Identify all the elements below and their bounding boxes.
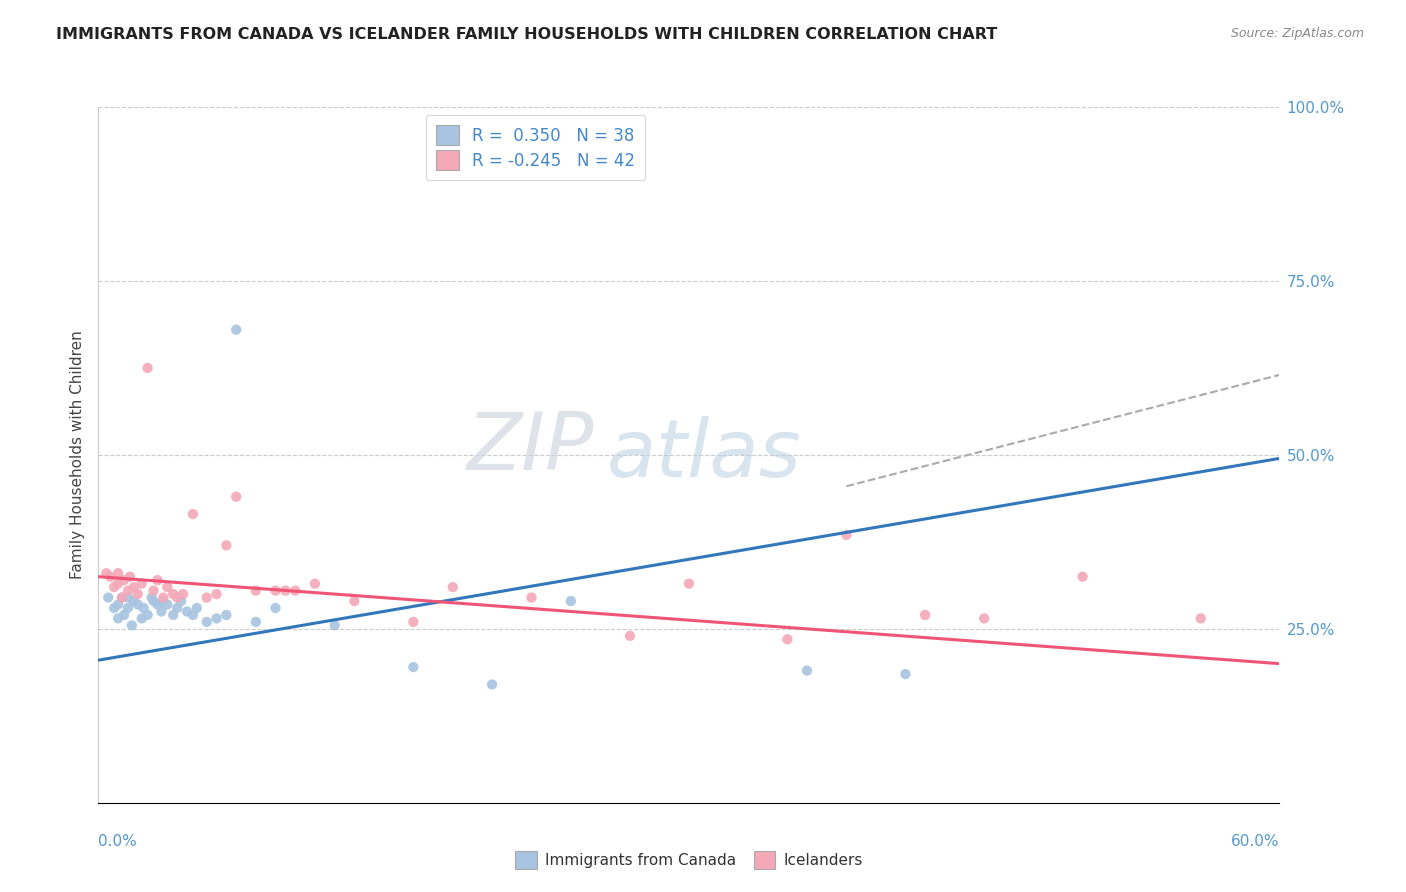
Point <box>205 587 228 601</box>
Point <box>678 576 700 591</box>
Point <box>195 615 218 629</box>
Point <box>112 573 135 587</box>
Legend: Immigrants from Canada, Icelanders: Immigrants from Canada, Icelanders <box>509 846 869 875</box>
Point <box>170 594 193 608</box>
Point <box>973 611 995 625</box>
Point <box>162 607 184 622</box>
Point <box>136 607 159 622</box>
Point <box>245 583 267 598</box>
Point <box>131 611 153 625</box>
Point <box>152 594 174 608</box>
Point <box>111 591 134 605</box>
Point <box>894 667 917 681</box>
Point <box>264 583 287 598</box>
Point <box>103 580 125 594</box>
Point <box>122 594 145 608</box>
Point <box>146 598 169 612</box>
Point <box>776 632 799 647</box>
Point <box>98 570 121 584</box>
Point <box>304 576 326 591</box>
Text: Source: ZipAtlas.com: Source: ZipAtlas.com <box>1230 27 1364 40</box>
Point <box>619 629 641 643</box>
Point <box>117 583 139 598</box>
Point <box>136 360 159 375</box>
Point <box>181 507 204 521</box>
Point <box>172 587 194 601</box>
Point <box>796 664 818 678</box>
Point <box>402 615 425 629</box>
Point <box>1189 611 1212 625</box>
Point <box>97 591 120 605</box>
Text: IMMIGRANTS FROM CANADA VS ICELANDER FAMILY HOUSEHOLDS WITH CHILDREN CORRELATION : IMMIGRANTS FROM CANADA VS ICELANDER FAMI… <box>56 27 997 42</box>
Point <box>560 594 582 608</box>
Point <box>181 607 204 622</box>
Point <box>166 601 188 615</box>
Point <box>215 538 238 552</box>
Point <box>225 490 247 504</box>
Point <box>152 591 174 605</box>
Text: 60.0%: 60.0% <box>1232 834 1279 849</box>
Point <box>111 591 134 605</box>
Point <box>245 615 267 629</box>
Point <box>195 591 218 605</box>
Point <box>141 591 163 605</box>
Point <box>225 323 247 337</box>
Y-axis label: Family Households with Children: Family Households with Children <box>69 331 84 579</box>
Point <box>117 591 139 605</box>
Point <box>343 594 366 608</box>
Point <box>121 618 143 632</box>
Point <box>215 607 238 622</box>
Point <box>107 576 129 591</box>
Point <box>96 566 118 581</box>
Point <box>176 605 198 619</box>
Point <box>166 591 188 605</box>
Point <box>481 677 503 691</box>
Point <box>186 601 208 615</box>
Point <box>103 601 125 615</box>
Point <box>835 528 858 542</box>
Point <box>142 594 165 608</box>
Point <box>127 587 149 601</box>
Point <box>520 591 543 605</box>
Point <box>132 601 155 615</box>
Point <box>131 576 153 591</box>
Point <box>142 583 165 598</box>
Point <box>162 587 184 601</box>
Point <box>146 573 169 587</box>
Point <box>118 570 141 584</box>
Point <box>117 601 139 615</box>
Point <box>150 605 173 619</box>
Point <box>402 660 425 674</box>
Point <box>122 580 145 594</box>
Point <box>323 618 346 632</box>
Text: 0.0%: 0.0% <box>98 834 138 849</box>
Point <box>156 598 179 612</box>
Point <box>156 580 179 594</box>
Point <box>1071 570 1094 584</box>
Point <box>112 607 135 622</box>
Point <box>284 583 307 598</box>
Point <box>441 580 464 594</box>
Text: ZIP: ZIP <box>467 409 595 487</box>
Point <box>205 611 228 625</box>
Point <box>914 607 936 622</box>
Point <box>107 566 129 581</box>
Point <box>264 601 287 615</box>
Point <box>127 598 149 612</box>
Text: atlas: atlas <box>606 416 801 494</box>
Point <box>107 598 129 612</box>
Point <box>274 583 297 598</box>
Point <box>107 611 129 625</box>
